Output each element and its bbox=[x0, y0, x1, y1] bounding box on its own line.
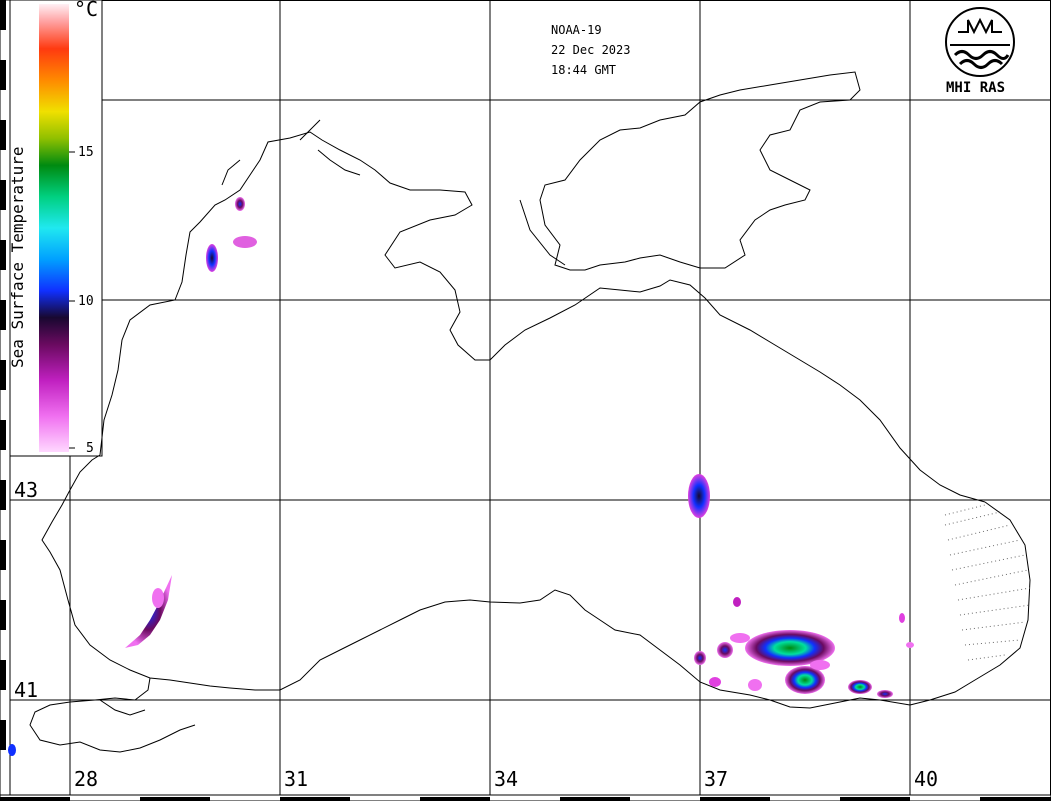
satellite-name: NOAA-19 bbox=[551, 23, 602, 37]
colorbar-tick-5: 5 bbox=[86, 441, 94, 456]
bottom-scale bbox=[0, 794, 1051, 801]
mhi-ras-emblem-icon bbox=[945, 7, 1015, 77]
logo-text: MHI RAS bbox=[946, 80, 1006, 96]
lon-label-31: 31 bbox=[284, 767, 309, 791]
lat-label-41: 41 bbox=[14, 678, 39, 702]
colorbar-gradient bbox=[39, 4, 69, 452]
colorbar-title: Sea Surface Temperature bbox=[8, 146, 27, 368]
acquisition-date: 22 Dec 2023 bbox=[551, 43, 631, 57]
coastline bbox=[29, 71, 1031, 753]
lat-label-43: 43 bbox=[14, 478, 39, 502]
scan-hatching bbox=[944, 504, 1031, 661]
lon-label-34: 34 bbox=[494, 767, 519, 791]
colorbar bbox=[9, 0, 103, 457]
lon-label-28: 28 bbox=[74, 767, 99, 791]
lon-label-40: 40 bbox=[914, 767, 939, 791]
colorbar-tick-15: 15 bbox=[78, 145, 94, 160]
colorbar-unit: °C bbox=[74, 0, 99, 21]
sst-patches bbox=[8, 197, 914, 756]
colorbar-tick-10: 10 bbox=[78, 294, 94, 309]
left-scale bbox=[0, 0, 11, 801]
acquisition-time: 18:44 GMT bbox=[551, 63, 617, 77]
lon-label-37: 37 bbox=[704, 767, 729, 791]
